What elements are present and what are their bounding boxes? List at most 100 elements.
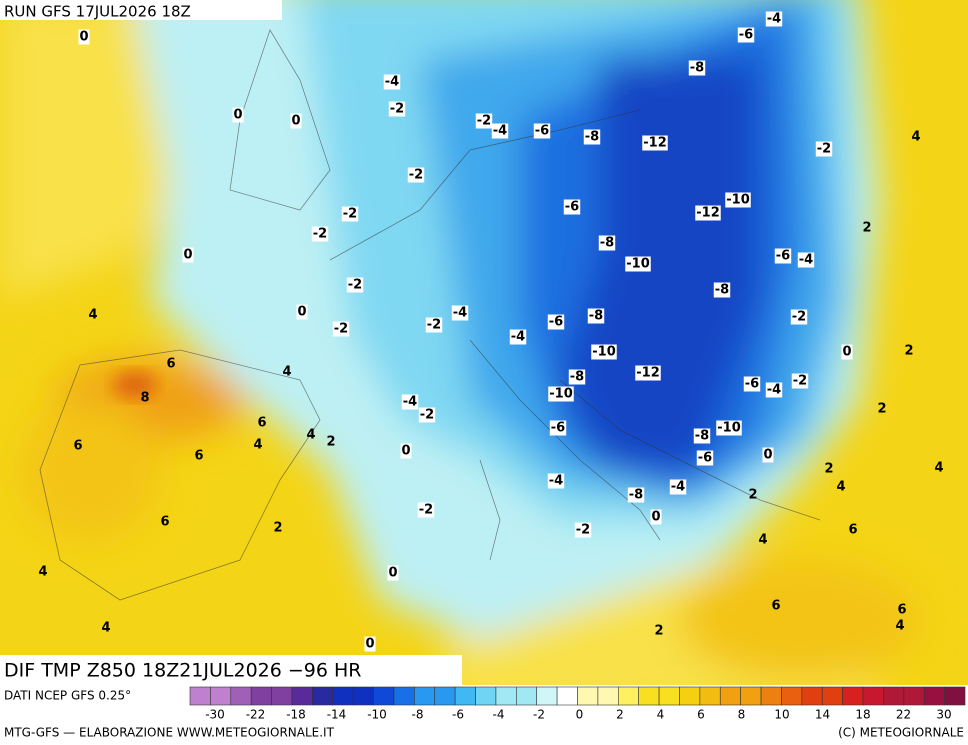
- contour-label: -8: [570, 370, 584, 385]
- colorbar-swatch: [801, 686, 823, 706]
- contour-label: 0: [183, 248, 192, 263]
- colorbar-swatch: [740, 686, 762, 706]
- contour-label: -2: [427, 318, 441, 333]
- contour-label-box: [491, 123, 509, 139]
- colorbar-swatch: [556, 686, 578, 706]
- contour-label: 4: [895, 619, 904, 634]
- contour-label: 2: [748, 488, 757, 503]
- contour-label-box: [716, 420, 742, 436]
- colorbar-swatch: [903, 686, 925, 706]
- contour-label: -6: [776, 249, 790, 264]
- contour-label-box: [418, 407, 436, 423]
- colorbar-swatch: [699, 686, 721, 706]
- contour-label: 0: [233, 108, 242, 123]
- contour-label: 4: [253, 438, 262, 453]
- contour-label-box: [635, 365, 661, 381]
- contour-label: 6: [194, 449, 203, 464]
- contour-label: 6: [73, 439, 82, 454]
- contour-label: -8: [690, 61, 704, 76]
- contour-label-box: [417, 502, 435, 518]
- contour-label: -2: [409, 168, 423, 183]
- contour-label-box: [388, 101, 406, 117]
- contour-label-box: [547, 314, 565, 330]
- contour-label-box: [591, 344, 617, 360]
- footer-left: MTG-GFS — ELABORAZIONE WWW.METEOGIORNALE…: [4, 726, 335, 740]
- contour-label: -4: [511, 330, 525, 345]
- contour-label: -4: [385, 75, 399, 90]
- contour-label: -6: [535, 124, 549, 139]
- contour-label: 0: [291, 114, 300, 129]
- colorbar-swatch: [821, 686, 843, 706]
- contour-label: 4: [911, 130, 920, 145]
- contour-label: 4: [101, 621, 110, 636]
- header-box: [0, 0, 282, 20]
- contour-label: 4: [758, 533, 767, 548]
- contour-label-box: [627, 487, 645, 503]
- colorbar-swatch: [495, 686, 517, 706]
- contour-label-box: [383, 74, 401, 90]
- colorbar-swatch: [944, 686, 966, 706]
- contour-label: -2: [576, 523, 590, 538]
- contour-label-box: [296, 304, 308, 320]
- contour-label-box: [765, 11, 783, 27]
- colorbar-swatch: [332, 686, 354, 706]
- colorbar-tick-label: -4: [493, 708, 505, 722]
- contour-label: 0: [79, 30, 88, 45]
- contour-label-box: [407, 167, 425, 183]
- contour-label: 2: [862, 221, 871, 236]
- colorbar-tick-label: 4: [657, 708, 665, 722]
- contour-label-box: [549, 420, 567, 436]
- contour-label-box: [790, 309, 808, 325]
- contour-label: -10: [549, 387, 573, 402]
- contour-label-box: [548, 386, 574, 402]
- contour-label: 4: [38, 565, 47, 580]
- colorbar-swatch: [862, 686, 884, 706]
- colorbar-tick-label: -10: [367, 708, 387, 722]
- contour-label: 4: [836, 480, 845, 495]
- contour-label: 0: [763, 448, 772, 463]
- contour-label: 6: [897, 603, 906, 618]
- contour-label: 4: [88, 308, 97, 323]
- title-box: [0, 655, 462, 685]
- colorbar-swatch: [393, 686, 415, 706]
- contour-label-box: [387, 565, 399, 581]
- colorbar-swatch: [638, 686, 660, 706]
- colorbar-tick-label: 0: [576, 708, 584, 722]
- contour-label-box: [425, 317, 443, 333]
- contour-label: -2: [313, 227, 327, 242]
- map-title: DIF TMP Z850 18Z21JUL2026 −96 HR: [4, 660, 362, 682]
- contour-label-box: [346, 277, 364, 293]
- contour-label-box: [232, 107, 244, 123]
- contour-label-box: [841, 344, 853, 360]
- contour-label-box: [574, 522, 592, 538]
- contour-label: -4: [403, 395, 417, 410]
- contour-label: -2: [343, 207, 357, 222]
- contour-label: -4: [671, 480, 685, 495]
- contour-label: -2: [793, 374, 807, 389]
- contour-label-box: [78, 29, 90, 45]
- contour-label: -10: [626, 257, 650, 272]
- contour-label: -6: [549, 315, 563, 330]
- contour-label-box: [311, 226, 329, 242]
- contour-label-box: [475, 113, 493, 129]
- contour-label-box: [400, 443, 412, 459]
- contour-label-box: [625, 256, 651, 272]
- contour-label-box: [182, 247, 194, 263]
- colorbar-swatch: [291, 686, 313, 706]
- contour-label: -12: [696, 206, 720, 221]
- contour-label: -8: [585, 130, 599, 145]
- colorbar-swatch: [577, 686, 599, 706]
- contour-label: 4: [306, 428, 315, 443]
- contour-label: 2: [326, 435, 335, 450]
- contour-label: 6: [166, 357, 175, 372]
- contour-label-box: [547, 473, 565, 489]
- contour-label-box: [696, 450, 714, 466]
- contour-label: -4: [767, 383, 781, 398]
- colorbar-swatch: [434, 686, 456, 706]
- colorbar-swatch: [719, 686, 741, 706]
- contour-label: 6: [160, 515, 169, 530]
- colorbar-swatch: [658, 686, 680, 706]
- contour-label: 6: [848, 523, 857, 538]
- contour-label-box: [695, 205, 721, 221]
- contour-label-box: [290, 113, 302, 129]
